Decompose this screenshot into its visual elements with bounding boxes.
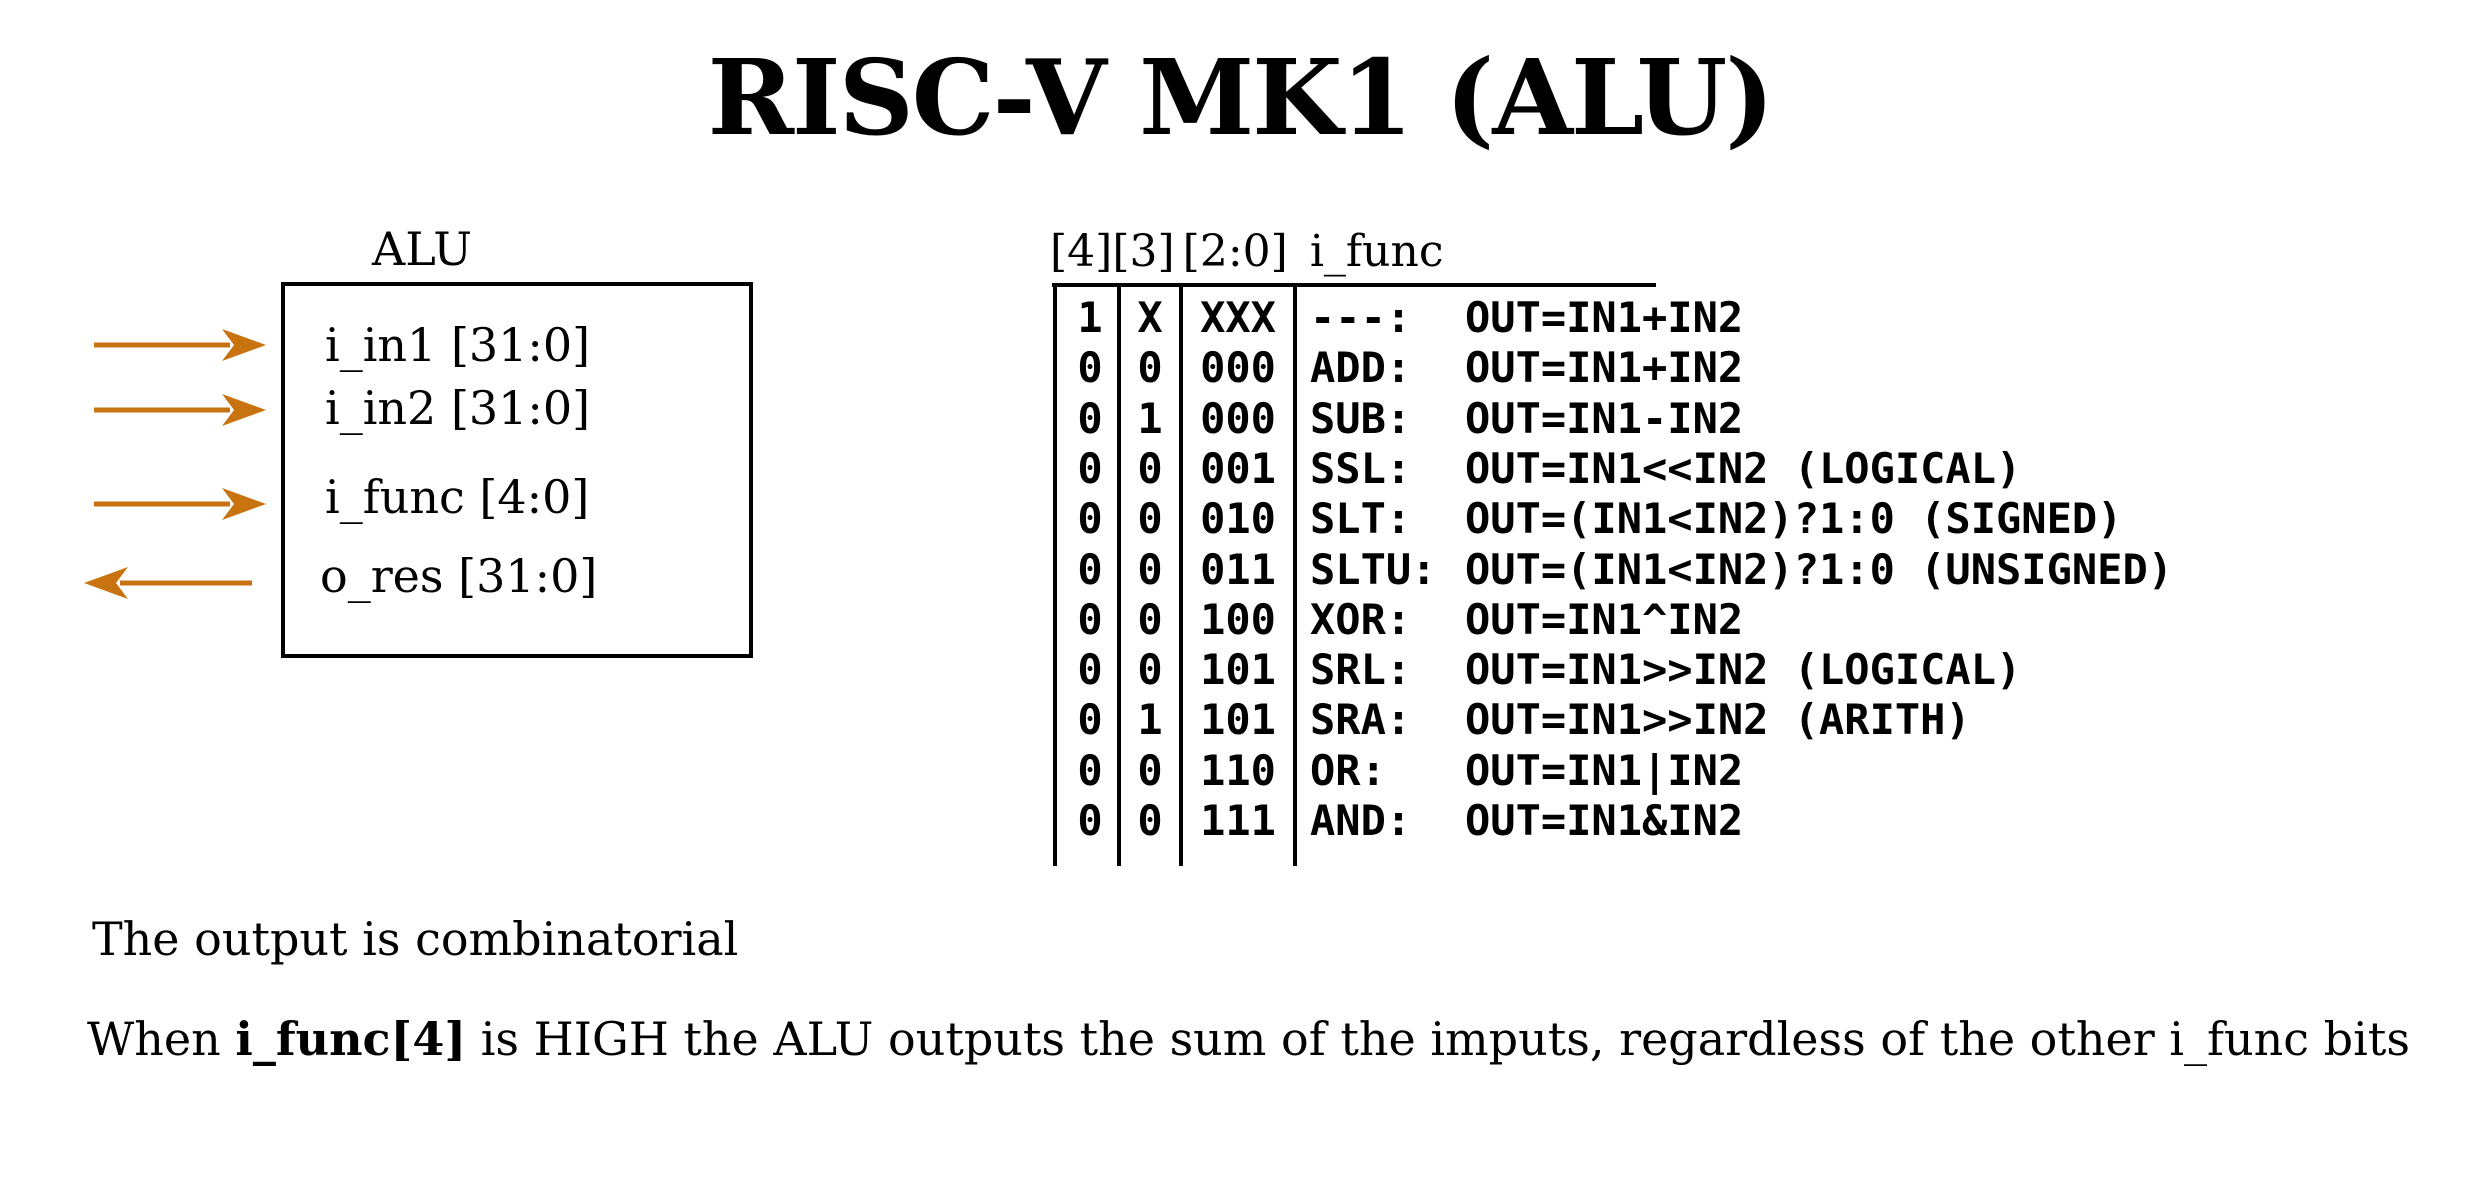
bit3-cell: 0	[1137, 745, 1163, 795]
bit3-cell: 0	[1137, 343, 1163, 393]
mnemonic-cell: SUB:	[1310, 393, 1412, 443]
mnemonic-cell: AND:	[1310, 796, 1412, 845]
bit3-cell: 0	[1137, 796, 1163, 845]
port-label-i-func: i_func [4:0]	[325, 470, 590, 524]
bits2-0-cell: 101	[1200, 645, 1276, 695]
header-bits2-0: [2:0]	[1182, 226, 1288, 277]
bit3-cell: 0	[1137, 443, 1163, 493]
bits2-0-cell: 010	[1200, 494, 1276, 544]
mnemonic-cell: OR:	[1310, 745, 1386, 795]
table-column-rule	[1179, 283, 1183, 866]
mnemonic-cell: ---:	[1310, 293, 1412, 342]
bit3-cell: 0	[1137, 645, 1163, 695]
mnemonic-cell: SRA:	[1310, 695, 1412, 745]
mnemonic-cell: SLT:	[1310, 494, 1412, 544]
bit4-cell: 0	[1077, 494, 1103, 544]
input-arrow-i-in2	[94, 394, 266, 426]
bit3-cell: 1	[1137, 393, 1163, 443]
bits2-0-cell: 100	[1200, 594, 1276, 644]
alu-block-label: ALU	[372, 222, 473, 276]
bit4-cell: 0	[1077, 796, 1103, 845]
bit3-cell: X	[1137, 293, 1163, 342]
expression-cell: OUT=IN1>>IN2 (LOGICAL)	[1465, 645, 2022, 695]
bits2-0-cell: 001	[1200, 443, 1276, 493]
expression-cell: OUT=IN1+IN2	[1465, 343, 1744, 393]
note-bold-text: i_func[4]	[235, 1012, 467, 1066]
bit3-cell: 0	[1137, 494, 1163, 544]
page-title: RISC-V MK1 (ALU)	[707, 36, 1775, 159]
table-column-rule	[1293, 283, 1297, 866]
header-bit3: [3]	[1112, 226, 1175, 277]
expression-cell: OUT=IN1^IN2	[1465, 594, 1744, 644]
bit3-cell: 0	[1137, 544, 1163, 594]
bits2-0-cell: 011	[1200, 544, 1276, 594]
note-text: is HIGH the ALU outputs the sum of the i…	[466, 1012, 2410, 1066]
header-bit4: [4]	[1050, 226, 1113, 277]
bit4-cell: 1	[1077, 293, 1103, 342]
header-i-func: i_func	[1309, 226, 1444, 277]
bit4-cell: 0	[1077, 393, 1103, 443]
note-text: When	[87, 1012, 236, 1066]
bits2-0-cell: XXX	[1200, 293, 1276, 342]
expression-cell: OUT=IN1>>IN2 (ARITH)	[1465, 695, 1971, 745]
table-column-rule	[1053, 283, 1057, 866]
mnemonic-cell: XOR:	[1310, 594, 1412, 644]
expression-cell: OUT=IN1|IN2	[1465, 745, 1744, 795]
table-header: [4][3] [2:0] i_func	[1050, 226, 1444, 277]
bits2-0-cell: 111	[1200, 796, 1276, 845]
expression-cell: OUT=IN1+IN2	[1465, 293, 1744, 342]
table-header-rule	[1052, 283, 1656, 287]
mnemonic-cell: SSL:	[1310, 443, 1412, 493]
bit4-cell: 0	[1077, 594, 1103, 644]
input-arrow-i-in1	[94, 329, 266, 361]
mnemonic-cell: SLTU:	[1310, 544, 1437, 594]
expression-cell: OUT=IN1-IN2	[1465, 393, 1744, 443]
bits2-0-cell: 101	[1200, 695, 1276, 745]
note-i-func4-high: When i_func[4] is HIGH the ALU outputs t…	[87, 1012, 2410, 1066]
bit4-cell: 0	[1077, 695, 1103, 745]
port-label-i-in2: i_in2 [31:0]	[325, 381, 591, 435]
expression-cell: OUT=IN1<<IN2 (LOGICAL)	[1465, 443, 2022, 493]
bits2-0-cell: 000	[1200, 393, 1276, 443]
bit3-cell: 1	[1137, 695, 1163, 745]
output-arrow-o-res	[84, 567, 252, 599]
alu-block	[281, 282, 753, 658]
port-label-o-res: o_res [31:0]	[320, 549, 598, 603]
bit4-cell: 0	[1077, 443, 1103, 493]
mnemonic-cell: ADD:	[1310, 343, 1412, 393]
bits2-0-cell: 110	[1200, 745, 1276, 795]
port-label-i-in1: i_in1 [31:0]	[325, 318, 591, 372]
table-column-rule	[1117, 283, 1121, 866]
bit4-cell: 0	[1077, 745, 1103, 795]
input-arrow-i-func	[94, 488, 266, 520]
expression-cell: OUT=(IN1<IN2)?1:0 (SIGNED)	[1465, 494, 2123, 544]
note-combinatorial: The output is combinatorial	[92, 912, 739, 966]
bit4-cell: 0	[1077, 544, 1103, 594]
mnemonic-cell: SRL:	[1310, 645, 1412, 695]
bit4-cell: 0	[1077, 645, 1103, 695]
expression-cell: OUT=(IN1<IN2)?1:0 (UNSIGNED)	[1465, 544, 2174, 594]
bits2-0-cell: 000	[1200, 343, 1276, 393]
bit3-cell: 0	[1137, 594, 1163, 644]
expression-cell: OUT=IN1&IN2	[1465, 796, 1744, 845]
bit4-cell: 0	[1077, 343, 1103, 393]
